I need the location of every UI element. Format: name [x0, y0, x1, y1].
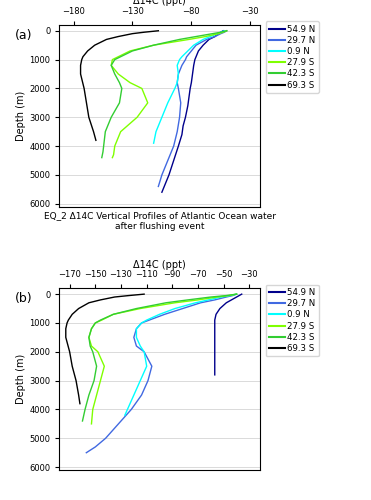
Text: (b): (b) [15, 292, 33, 305]
Legend: 54.9 N, 29.7 N, 0.9 N, 27.9 S, 42.3 S, 69.3 S: 54.9 N, 29.7 N, 0.9 N, 27.9 S, 42.3 S, 6… [266, 284, 319, 356]
Text: (a): (a) [15, 28, 33, 42]
Legend: 54.9 N, 29.7 N, 0.9 N, 27.9 S, 42.3 S, 69.3 S: 54.9 N, 29.7 N, 0.9 N, 27.9 S, 42.3 S, 6… [266, 22, 319, 93]
X-axis label: Δ14C (ppt): Δ14C (ppt) [133, 0, 186, 6]
Title: EQ_2 Δ14C Vertical Profiles of Atlantic Ocean water
after flushing event: EQ_2 Δ14C Vertical Profiles of Atlantic … [43, 212, 276, 231]
Y-axis label: Depth (m): Depth (m) [16, 90, 26, 141]
X-axis label: Δ14C (ppt): Δ14C (ppt) [133, 260, 186, 270]
Y-axis label: Depth (m): Depth (m) [16, 354, 26, 405]
